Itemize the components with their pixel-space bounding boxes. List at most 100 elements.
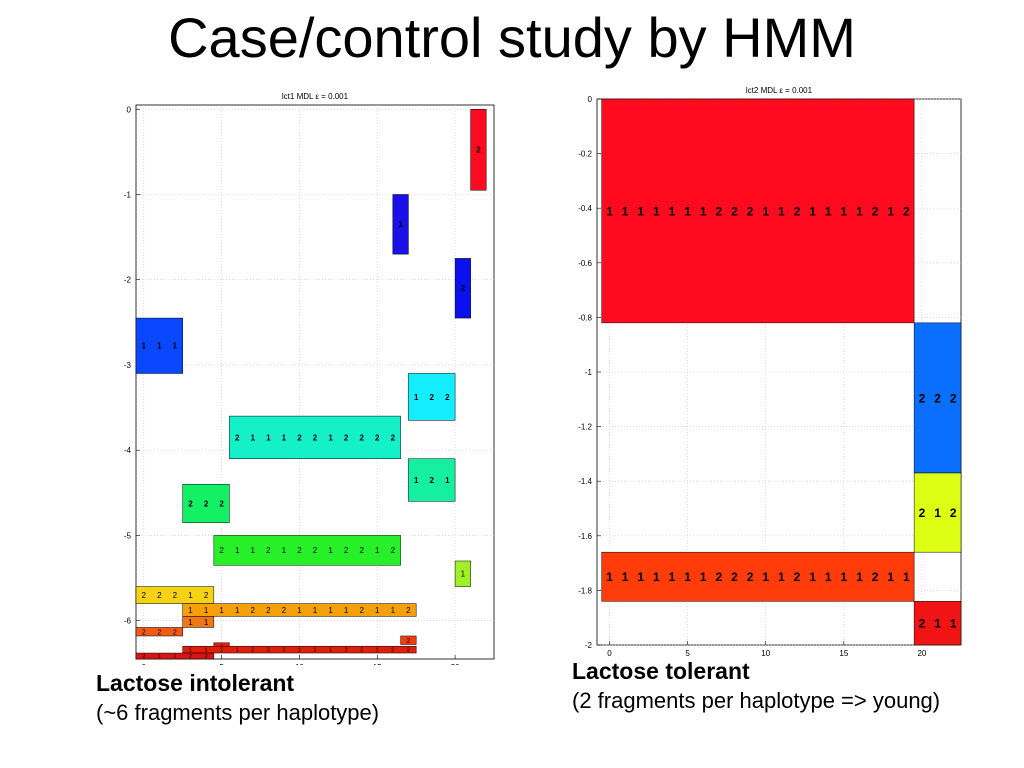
allele-label: 1 xyxy=(653,204,660,218)
allele-label: 2 xyxy=(142,591,147,600)
allele-label: 1 xyxy=(840,570,847,584)
allele-label: 1 xyxy=(142,342,147,351)
allele-label: 2 xyxy=(359,606,364,615)
allele-label: 1 xyxy=(762,204,769,218)
x-tick-label: 5 xyxy=(219,663,224,665)
y-tick-label: -2 xyxy=(124,276,132,285)
allele-label: 1 xyxy=(684,570,691,584)
allele-label: 2 xyxy=(391,546,396,555)
allele-label: 1 xyxy=(204,618,209,627)
allele-label: 1 xyxy=(684,204,691,218)
allele-label: 2 xyxy=(794,204,801,218)
allele-label: 1 xyxy=(173,342,178,351)
allele-label: 2 xyxy=(919,616,926,630)
fragment-block xyxy=(454,258,471,319)
allele-label: 2 xyxy=(934,391,941,405)
allele-label: 2 xyxy=(407,648,410,654)
y-tick-label: -6 xyxy=(124,617,132,626)
allele-label: 1 xyxy=(778,204,785,218)
caption-right-subtitle: (2 fragments per haplotype => young) xyxy=(572,688,941,713)
x-tick-label: 15 xyxy=(839,649,848,658)
allele-label: 2 xyxy=(731,570,738,584)
allele-label: 2 xyxy=(157,627,161,636)
allele-label: 1 xyxy=(204,648,207,654)
fragment-block xyxy=(135,586,215,604)
allele-label: 2 xyxy=(731,204,738,218)
allele-label: 1 xyxy=(669,570,676,584)
x-tick-label: 20 xyxy=(451,663,460,665)
x-tick-label: 15 xyxy=(373,663,382,665)
y-tick-label: -0.4 xyxy=(578,204,592,213)
allele-label: 1 xyxy=(266,433,271,442)
allele-label: 1 xyxy=(461,570,466,579)
allele-label: 2 xyxy=(204,499,209,508)
allele-label: 2 xyxy=(297,546,302,555)
allele-label: 2 xyxy=(282,648,285,654)
allele-label: 2 xyxy=(872,570,879,584)
allele-label: 2 xyxy=(266,606,271,615)
allele-label: 2 xyxy=(205,654,208,660)
y-tick-label: -0.2 xyxy=(578,150,592,159)
allele-label: 1 xyxy=(297,606,302,615)
allele-label: 2 xyxy=(359,546,364,555)
x-tick-label: 0 xyxy=(142,663,147,665)
allele-label: 2 xyxy=(313,433,318,442)
allele-label: 1 xyxy=(188,618,193,627)
allele-label: 1 xyxy=(375,546,380,555)
allele-label: 1 xyxy=(622,204,629,218)
allele-label: 1 xyxy=(158,654,161,660)
allele-label: 2 xyxy=(251,648,254,654)
fragment-block xyxy=(135,627,183,637)
allele-label: 2 xyxy=(359,433,364,442)
fragment-block xyxy=(601,551,915,602)
allele-label: 1 xyxy=(188,606,193,615)
allele-label: 2 xyxy=(142,654,145,660)
allele-label: 2 xyxy=(430,393,435,402)
allele-label: 1 xyxy=(809,204,816,218)
allele-label: 2 xyxy=(219,546,224,555)
allele-label: 2 xyxy=(919,391,926,405)
allele-label: 1 xyxy=(375,606,380,615)
y-tick-label: -1 xyxy=(585,368,593,377)
fragment-block xyxy=(182,484,230,523)
allele-label: 1 xyxy=(235,546,240,555)
allele-label: 1 xyxy=(328,606,333,615)
allele-label: 1 xyxy=(328,546,333,555)
x-tick-label: 20 xyxy=(917,649,926,658)
fragment-block xyxy=(454,560,471,587)
slide-title: Case/control study by HMM xyxy=(168,6,856,69)
allele-label: 2 xyxy=(189,654,192,660)
allele-label: 1 xyxy=(809,570,816,584)
y-tick-label: -0.6 xyxy=(578,259,592,268)
allele-label: 2 xyxy=(872,204,879,218)
allele-label: 2 xyxy=(282,606,287,615)
allele-label: 1 xyxy=(188,591,193,600)
allele-label: 1 xyxy=(251,433,256,442)
chart-lct2: lct2 MDL ε = 0.001 0 5 10 15 20 0 -0.2 -0.4 -0.6 -… xyxy=(578,86,962,658)
fragment-block xyxy=(182,645,417,654)
y-tick-label: -4 xyxy=(124,446,132,455)
y-tick-label: 0 xyxy=(588,95,593,104)
allele-label: 1 xyxy=(414,393,419,402)
allele-label: 1 xyxy=(414,476,419,485)
fragment-block xyxy=(913,322,962,474)
fragment-block xyxy=(392,194,409,255)
allele-label: 1 xyxy=(637,570,644,584)
allele-label: 2 xyxy=(391,648,394,654)
chart-panel-lct1: lct1 MDL ε = 0.001 0 5 10 15 20 0 -1 -2 -3 -4 -5 -6 2… xyxy=(122,85,498,672)
fragment-block xyxy=(408,373,456,421)
allele-label: 2 xyxy=(950,506,957,520)
x-tick-label: 5 xyxy=(685,649,690,658)
caption-right-title: Lactose tolerant xyxy=(572,658,750,684)
allele-label: 1 xyxy=(762,570,769,584)
allele-label: 1 xyxy=(235,606,240,615)
allele-label: 1 xyxy=(778,570,785,584)
allele-label: 2 xyxy=(297,433,302,442)
caption-left-title: Lactose intolerant xyxy=(96,670,295,696)
allele-label: 2 xyxy=(919,506,926,520)
allele-label: 1 xyxy=(219,606,224,615)
allele-label: 1 xyxy=(856,204,863,218)
allele-label: 2 xyxy=(445,393,450,402)
fragment-block xyxy=(213,535,401,566)
allele-label: 1 xyxy=(950,616,957,630)
